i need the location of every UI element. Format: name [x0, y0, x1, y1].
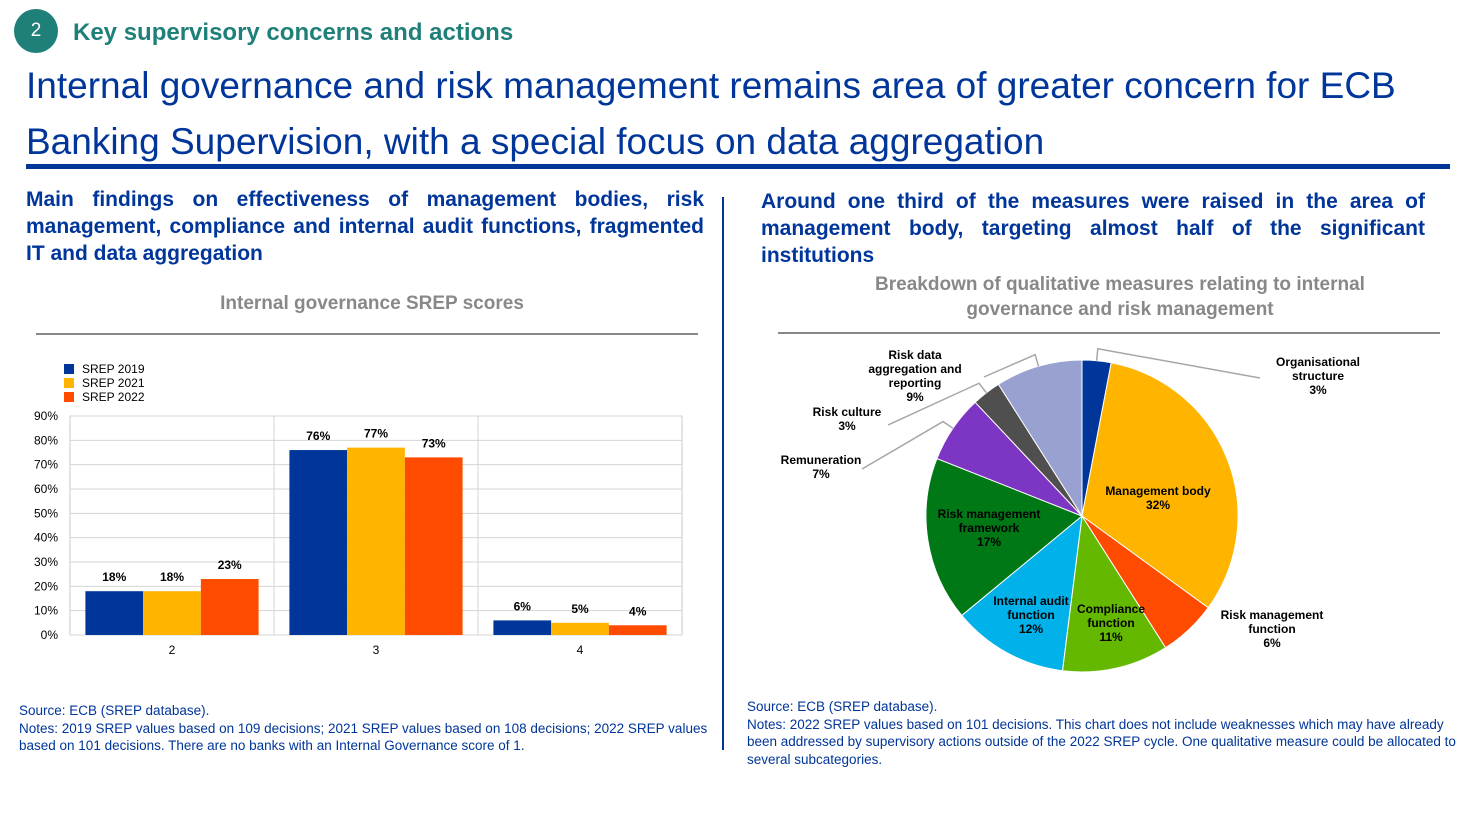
pie-slice-label: Risk data aggregation and reporting 9%: [868, 348, 961, 404]
y-tick-label: 20%: [34, 579, 58, 593]
pie-slice: [925, 457, 1083, 617]
y-tick-label: 80%: [34, 433, 58, 447]
legend-label: SREP 2021: [82, 376, 145, 390]
right-notes-text: Notes: 2022 SREP values based on 101 dec…: [747, 716, 1456, 767]
y-tick-label: 60%: [34, 482, 58, 496]
bar: [493, 620, 552, 635]
bar-value-label: 4%: [629, 604, 647, 618]
bar-value-label: 5%: [571, 602, 589, 616]
bar: [551, 622, 609, 635]
bar-value-label: 18%: [102, 570, 126, 584]
pie-chart: Organisational structure 3% Management body…: [781, 347, 1360, 673]
legend-swatch: [64, 364, 74, 374]
section-number-badge: 2: [14, 9, 58, 53]
y-tick-label: 70%: [34, 458, 58, 472]
y-tick-label: 30%: [34, 555, 58, 569]
bar-value-label: 73%: [422, 436, 446, 450]
title-underline: [26, 164, 1450, 169]
right-source-text: Source: ECB (SREP database).: [747, 699, 938, 714]
bar-chart-legend: SREP 2019 SREP 2021 SREP 2022: [64, 362, 145, 404]
bar: [200, 579, 259, 635]
bar-chart-title-rule: [36, 333, 698, 335]
pie-slice-label: Management body 32%: [1105, 484, 1211, 512]
bar-value-label: 77%: [364, 427, 388, 441]
leader-line: [983, 353, 1040, 378]
legend-swatch: [64, 378, 74, 388]
pie-slice-label: Risk management framework 17%: [938, 507, 1041, 549]
bar-value-label: 23%: [218, 558, 242, 572]
pie-slice-label: Compliance function 11%: [1077, 602, 1145, 644]
left-notes-text: Notes: 2019 SREP values based on 109 dec…: [19, 720, 708, 754]
pie-slice-label: Risk management function 6%: [1221, 608, 1324, 650]
x-tick-label: 2: [169, 643, 176, 657]
left-source-text: Source: ECB (SREP database).: [19, 703, 210, 718]
legend-item-srep-2021: SREP 2021: [64, 376, 145, 390]
y-tick-label: 40%: [34, 531, 58, 545]
bar: [289, 450, 348, 635]
legend-label: SREP 2019: [82, 362, 145, 376]
right-notes: Source: ECB (SREP database). Notes: 2022…: [747, 698, 1472, 768]
left-notes: Source: ECB (SREP database). Notes: 2019…: [19, 702, 719, 755]
y-tick-label: 10%: [34, 604, 58, 618]
legend-item-srep-2022: SREP 2022: [64, 390, 145, 404]
leader-line: [861, 420, 954, 470]
y-tick-label: 0%: [41, 628, 59, 642]
section-title: Key supervisory concerns and actions: [73, 19, 514, 46]
legend-item-srep-2019: SREP 2019: [64, 362, 145, 376]
column-divider: [722, 197, 724, 750]
page-title: Internal governance and risk management …: [26, 65, 1396, 162]
bar-chart: 0% 10% 20% 30% 40% 50% 60% 70% 80% 90% 18% 18% 23% 2 7…: [34, 409, 683, 657]
pie-slice-label: Risk culture 3%: [813, 405, 882, 433]
bar: [347, 447, 405, 635]
y-tick-label: 50%: [34, 506, 58, 520]
bar: [404, 457, 463, 635]
x-tick-label: 3: [373, 643, 380, 657]
pie-chart-title-rule: [778, 332, 1440, 334]
right-subheading: Around one third of the measures were ra…: [761, 190, 1425, 267]
bar-value-label: 6%: [514, 599, 532, 613]
pie-slice-label: Remuneration 7%: [781, 453, 862, 481]
pie-slice: [997, 359, 1083, 518]
legend-label: SREP 2022: [82, 390, 145, 404]
leader-line: [887, 382, 987, 426]
pie-slice-label: Organisational structure 3%: [1276, 355, 1360, 397]
pie-slice: [1081, 362, 1239, 609]
y-tick-label: 90%: [34, 409, 58, 423]
bar-value-label: 76%: [306, 429, 330, 443]
bar: [608, 625, 667, 635]
bar-value-label: 18%: [160, 570, 184, 584]
bar-chart-title: Internal governance SREP scores: [220, 293, 524, 314]
pie-slice: [1061, 514, 1167, 673]
bar: [85, 591, 144, 635]
x-tick-label: 4: [577, 643, 584, 657]
leader-line: [1095, 347, 1261, 379]
pie-slice-label: Internal audit function 12%: [993, 594, 1068, 636]
left-subheading: Main findings on effectiveness of manage…: [26, 188, 704, 265]
bar: [143, 591, 201, 635]
pie-chart-title: Breakdown of qualitative measures relati…: [875, 274, 1365, 320]
legend-swatch: [64, 392, 74, 402]
pie-slice: [961, 514, 1083, 672]
